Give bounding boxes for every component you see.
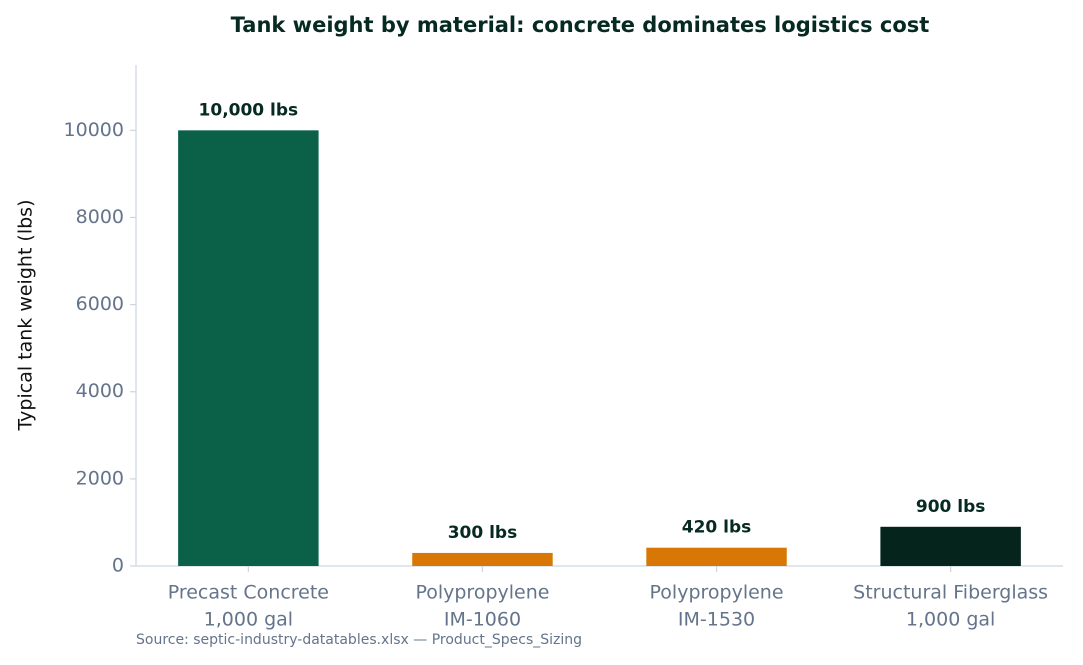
- value-label: 420 lbs: [682, 518, 752, 538]
- y-axis-label: Typical tank weight (lbs): [15, 200, 37, 432]
- value-label: 300 lbs: [448, 523, 518, 543]
- x-tick-label: IM-1060: [444, 609, 521, 631]
- chart-title: Tank weight by material: concrete domina…: [231, 13, 930, 37]
- value-label: 900 lbs: [916, 497, 986, 517]
- y-tick-label: 4000: [76, 380, 124, 402]
- value-label: 10,000 lbs: [199, 100, 299, 120]
- x-tick-label: Polypropylene: [650, 582, 784, 604]
- y-tick-label: 6000: [76, 293, 124, 315]
- x-tick-label: 1,000 gal: [906, 609, 995, 631]
- x-tick-label: 1,000 gal: [204, 609, 293, 631]
- bar: [880, 526, 1021, 566]
- x-tick-label: IM-1530: [678, 609, 755, 631]
- y-tick-label: 0: [112, 555, 124, 577]
- y-tick-label: 2000: [76, 467, 124, 489]
- source-note: Source: septic-industry-datatables.xlsx …: [136, 632, 582, 648]
- bar: [412, 552, 553, 566]
- x-tick-label: Structural Fiberglass: [853, 582, 1048, 604]
- bar: [178, 130, 319, 566]
- x-tick-label: Precast Concrete: [168, 582, 329, 604]
- x-tick-label: Polypropylene: [415, 582, 549, 604]
- y-tick-label: 10000: [64, 119, 124, 141]
- y-tick-label: 8000: [76, 206, 124, 228]
- bar: [646, 547, 787, 566]
